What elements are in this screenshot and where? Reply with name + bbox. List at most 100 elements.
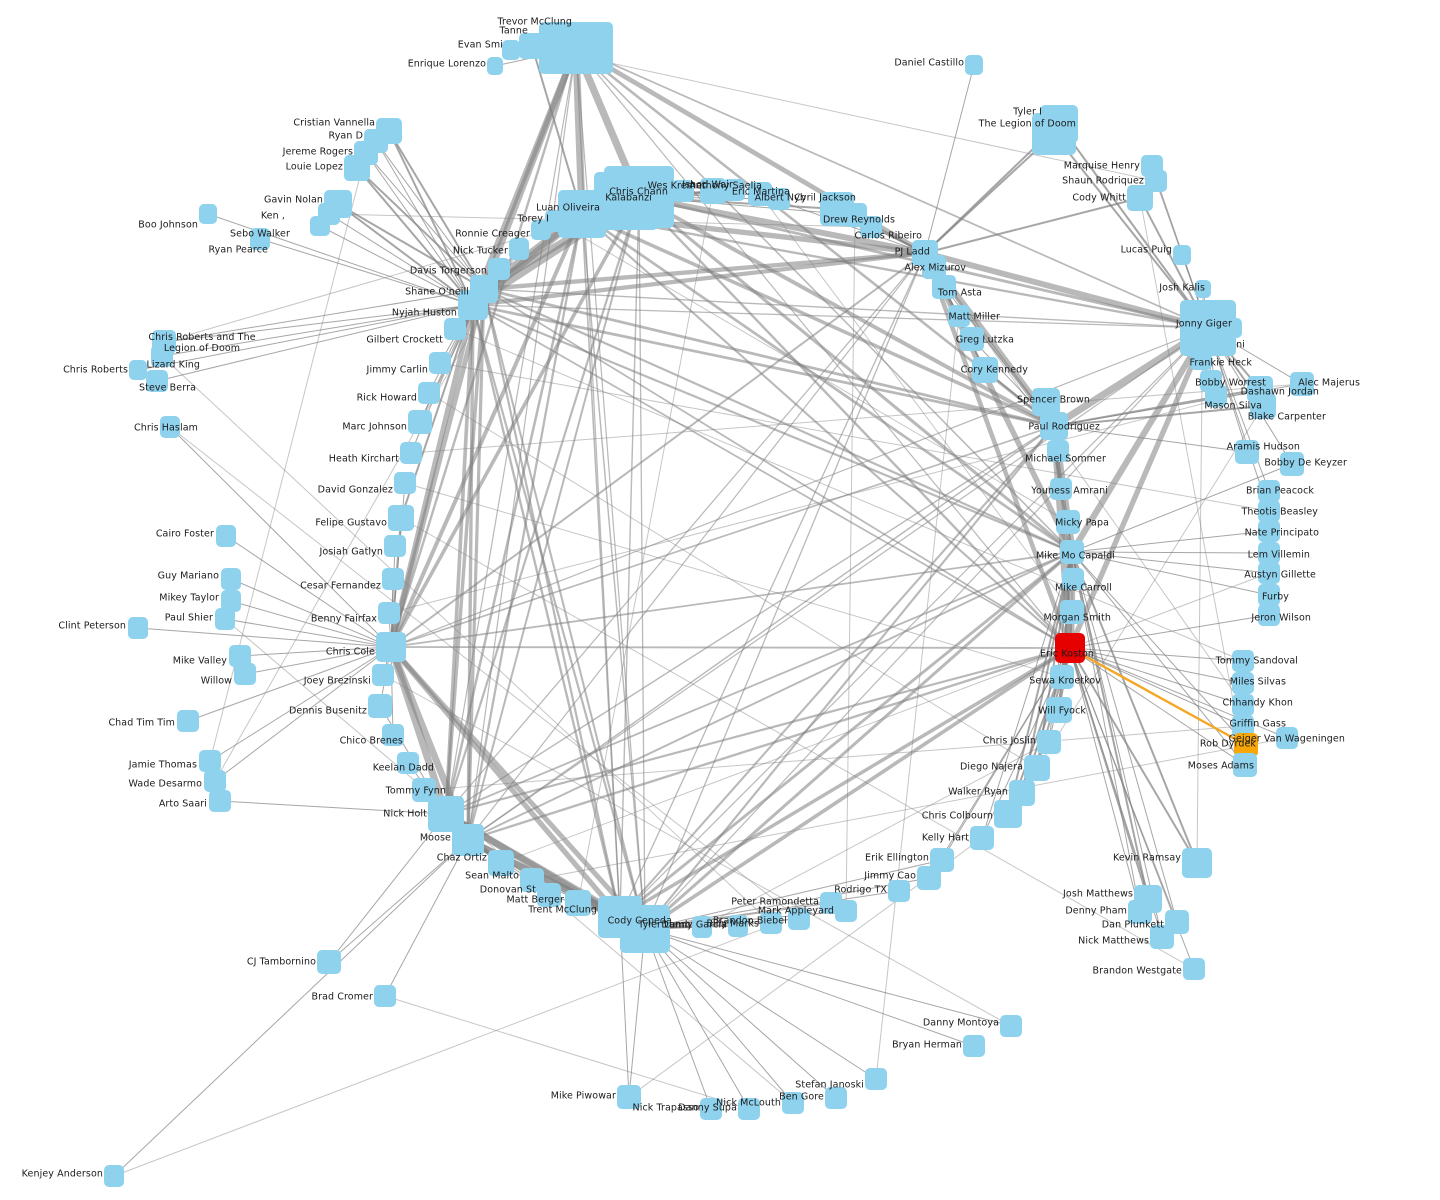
graph-node[interactable] bbox=[1032, 388, 1060, 416]
graph-node[interactable] bbox=[429, 352, 451, 374]
graph-node[interactable] bbox=[888, 880, 910, 902]
graph-node[interactable] bbox=[221, 568, 241, 590]
graph-node[interactable] bbox=[104, 1165, 124, 1187]
graph-node[interactable] bbox=[1150, 925, 1174, 949]
graph-node[interactable] bbox=[384, 535, 406, 557]
graph-node[interactable] bbox=[250, 228, 270, 250]
graph-node[interactable] bbox=[444, 318, 466, 340]
graph-node[interactable] bbox=[963, 1035, 985, 1057]
graph-node[interactable] bbox=[509, 238, 529, 260]
graph-node[interactable] bbox=[1258, 542, 1280, 564]
graph-node[interactable] bbox=[378, 602, 400, 624]
graph-node[interactable] bbox=[1258, 584, 1280, 606]
graph-node[interactable] bbox=[374, 985, 396, 1007]
graph-node[interactable] bbox=[382, 724, 404, 746]
graph-node[interactable] bbox=[388, 505, 414, 531]
graph-node[interactable] bbox=[835, 900, 857, 922]
graph-node[interactable] bbox=[1046, 697, 1072, 723]
graph-node[interactable] bbox=[672, 180, 694, 202]
graph-node[interactable] bbox=[487, 57, 503, 75]
graph-node[interactable] bbox=[972, 357, 998, 383]
graph-node[interactable] bbox=[1258, 500, 1280, 522]
graph-node[interactable] bbox=[129, 360, 147, 380]
graph-node[interactable] bbox=[788, 908, 810, 930]
graph-node[interactable] bbox=[1032, 113, 1076, 155]
graph-node[interactable] bbox=[723, 179, 745, 201]
graph-node[interactable] bbox=[418, 382, 440, 404]
graph-node[interactable] bbox=[620, 905, 670, 953]
graph-node[interactable] bbox=[234, 663, 256, 685]
graph-node[interactable] bbox=[1055, 633, 1085, 663]
graph-node[interactable] bbox=[317, 950, 341, 974]
graph-node[interactable] bbox=[310, 216, 330, 236]
graph-node[interactable] bbox=[1060, 540, 1084, 564]
graph-node[interactable] bbox=[1173, 245, 1191, 265]
graph-node[interactable] bbox=[1050, 478, 1072, 500]
graph-node[interactable] bbox=[825, 1087, 847, 1109]
graph-node[interactable] bbox=[994, 800, 1022, 828]
graph-node[interactable] bbox=[1232, 715, 1254, 737]
graph-node[interactable] bbox=[1190, 348, 1212, 370]
graph-node[interactable] bbox=[965, 55, 983, 75]
graph-node[interactable] bbox=[229, 645, 251, 667]
graph-node[interactable] bbox=[1232, 694, 1254, 716]
graph-node[interactable] bbox=[458, 290, 488, 320]
graph-node[interactable] bbox=[1000, 1015, 1022, 1037]
graph-node[interactable] bbox=[1040, 412, 1068, 440]
graph-node[interactable] bbox=[1047, 440, 1069, 462]
graph-node[interactable] bbox=[1062, 568, 1084, 590]
graph-node[interactable] bbox=[204, 770, 226, 792]
graph-node[interactable] bbox=[1024, 755, 1050, 781]
graph-node[interactable] bbox=[700, 178, 726, 204]
graph-node[interactable] bbox=[1258, 480, 1280, 502]
graph-node[interactable] bbox=[1233, 753, 1257, 777]
graph-node[interactable] bbox=[408, 410, 432, 434]
graph-node[interactable] bbox=[199, 204, 217, 224]
graph-node[interactable] bbox=[368, 694, 392, 718]
graph-node[interactable] bbox=[1205, 385, 1227, 407]
graph-node[interactable] bbox=[700, 1098, 722, 1120]
graph-node[interactable] bbox=[537, 883, 561, 907]
graph-node[interactable] bbox=[1290, 372, 1314, 396]
graph-node[interactable] bbox=[1222, 318, 1242, 338]
graph-node[interactable] bbox=[372, 664, 394, 686]
graph-node[interactable] bbox=[1182, 848, 1212, 878]
graph-node[interactable] bbox=[865, 1068, 887, 1090]
graph-node[interactable] bbox=[160, 416, 180, 438]
graph-node[interactable] bbox=[1258, 520, 1280, 542]
graph-node[interactable] bbox=[692, 916, 712, 938]
graph-node[interactable] bbox=[1258, 604, 1280, 626]
graph-node[interactable] bbox=[558, 190, 606, 238]
graph-node[interactable] bbox=[948, 305, 970, 327]
graph-node[interactable] bbox=[1232, 672, 1254, 694]
graph-node[interactable] bbox=[531, 220, 551, 240]
graph-node[interactable] bbox=[209, 790, 231, 812]
graph-node[interactable] bbox=[488, 850, 514, 876]
graph-node[interactable] bbox=[917, 866, 941, 890]
graph-node[interactable] bbox=[728, 915, 748, 937]
graph-node[interactable] bbox=[394, 472, 416, 494]
graph-node[interactable] bbox=[1050, 665, 1074, 689]
graph-node[interactable] bbox=[452, 824, 484, 856]
graph-node[interactable] bbox=[738, 1098, 760, 1120]
graph-node[interactable] bbox=[1037, 730, 1061, 754]
graph-node[interactable] bbox=[1056, 510, 1080, 534]
graph-node[interactable] bbox=[1232, 650, 1254, 672]
graph-node[interactable] bbox=[344, 155, 370, 181]
graph-node[interactable] bbox=[539, 22, 613, 74]
graph-node[interactable] bbox=[519, 33, 545, 59]
graph-node[interactable] bbox=[768, 188, 790, 210]
graph-node[interactable] bbox=[1128, 900, 1152, 924]
graph-node[interactable] bbox=[1250, 393, 1276, 419]
graph-node[interactable] bbox=[376, 632, 406, 662]
graph-node[interactable] bbox=[177, 710, 199, 732]
graph-node[interactable] bbox=[199, 750, 221, 772]
graph-node[interactable] bbox=[1183, 958, 1205, 980]
graph-node[interactable] bbox=[782, 1092, 804, 1114]
graph-node[interactable] bbox=[1195, 280, 1211, 298]
graph-node[interactable] bbox=[146, 370, 168, 392]
graph-node[interactable] bbox=[128, 617, 148, 639]
graph-node[interactable] bbox=[565, 890, 591, 916]
graph-node[interactable] bbox=[1060, 600, 1084, 624]
